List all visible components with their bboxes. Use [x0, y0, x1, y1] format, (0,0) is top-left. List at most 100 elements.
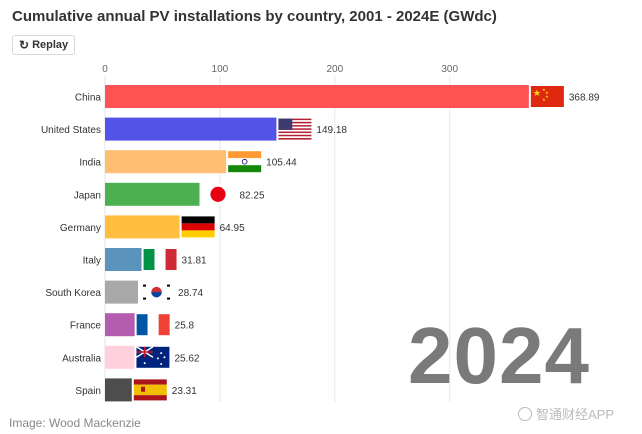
- category-label: India: [79, 158, 101, 169]
- value-label: 149.18: [316, 125, 347, 136]
- flag-stripe: [228, 158, 262, 166]
- south-korea-flag-icon: [140, 281, 174, 303]
- bar-india: [105, 150, 227, 174]
- value-label: 64.95: [220, 223, 245, 234]
- france-flag-icon: [136, 314, 170, 336]
- flag-star: [143, 362, 146, 365]
- flag-star: [160, 363, 163, 366]
- spain-flag-icon: [133, 379, 167, 401]
- bar-japan: [105, 182, 200, 206]
- flag-star: [156, 357, 159, 360]
- bar-germany: [105, 215, 180, 239]
- flag-stripe: [181, 216, 215, 224]
- bar-australia: [105, 345, 135, 369]
- flag-stripe: [278, 137, 312, 140]
- bar-italy: [105, 248, 142, 271]
- category-label: France: [70, 321, 102, 332]
- year-overlay: 2024: [408, 311, 590, 400]
- flag-star: [160, 352, 163, 355]
- x-tick-label: 200: [326, 64, 343, 75]
- flag-star: ★: [542, 97, 546, 102]
- flag-star: [163, 356, 166, 359]
- flag-stripe: [133, 384, 167, 396]
- replay-label: Replay: [32, 39, 69, 51]
- flag-trigram: [167, 284, 171, 287]
- flag-stripe: [181, 223, 215, 231]
- india-flag-icon: [228, 151, 262, 173]
- category-label: Japan: [74, 190, 101, 201]
- flag-stripe: [278, 134, 312, 137]
- bar-spain: [105, 378, 132, 402]
- category-label: South Korea: [45, 288, 101, 299]
- value-label: 28.74: [178, 288, 203, 299]
- flag-stripe: [278, 136, 312, 138]
- flag-canton: [278, 118, 293, 130]
- chart-title: Cumulative annual PV installations by co…: [12, 8, 497, 25]
- bar-china: [105, 85, 529, 108]
- flag-stripe: [158, 314, 170, 336]
- flag-stripe: [136, 314, 148, 336]
- germany-flag-icon: [181, 216, 215, 238]
- replay-icon: ↻: [19, 38, 30, 52]
- value-label: 25.62: [174, 353, 199, 364]
- x-tick-label: 100: [212, 64, 229, 75]
- flag-star: ★: [545, 90, 549, 95]
- flag-star: ★: [545, 94, 549, 99]
- category-label: Germany: [60, 223, 101, 234]
- x-tick-label: 0: [102, 64, 108, 75]
- flag-stripe: [278, 120, 312, 122]
- category-label: Italy: [83, 256, 101, 267]
- flag-stripe: [133, 395, 167, 401]
- category-label: Spain: [75, 386, 101, 397]
- flag-stripe: [278, 121, 312, 124]
- replay-button[interactable]: ↻ Replay: [12, 35, 76, 55]
- bar-france: [105, 313, 135, 337]
- flag-stripe: [278, 126, 312, 129]
- value-label: 105.44: [266, 158, 297, 169]
- italy-flag-icon: [143, 249, 177, 270]
- flag-taegeuk: [151, 292, 162, 298]
- china-flag-icon: ★ ★★★★: [530, 86, 564, 107]
- value-label: 368.89: [569, 93, 600, 104]
- australia-flag-icon: [136, 346, 170, 368]
- value-label: 23.31: [172, 386, 197, 397]
- watermark: 智通财经APP: [518, 404, 614, 423]
- category-label: United States: [41, 125, 101, 136]
- x-tick-label: 300: [441, 64, 458, 75]
- flag-stripe: [165, 249, 177, 270]
- flag-emblem: [141, 386, 146, 392]
- flag-stripe: [278, 118, 312, 121]
- flag-stripe: [147, 314, 159, 336]
- flag-stripe: [133, 379, 167, 385]
- flag-chakra: [241, 158, 248, 165]
- value-label: 31.81: [182, 256, 207, 267]
- bar-united-states: [105, 117, 277, 141]
- flag-stripe: [228, 165, 262, 173]
- value-label: 82.25: [240, 190, 265, 201]
- flag-stripe: [278, 125, 312, 127]
- flag-stripe: [154, 249, 166, 270]
- category-label: China: [75, 93, 102, 104]
- flag-stripe: [278, 129, 312, 132]
- flag-trigram: [167, 297, 171, 300]
- flag-stripe: [278, 128, 312, 130]
- image-credit: Image: Wood Mackenzie: [9, 416, 141, 430]
- japan-flag-icon: [201, 183, 235, 205]
- flag-stripe: [181, 230, 215, 238]
- usa-flag-icon: [278, 118, 312, 140]
- flag-trigram: [143, 297, 147, 300]
- watermark-text: 智通财经APP: [536, 407, 615, 422]
- flag-stripe: [228, 151, 262, 159]
- value-label: 25.8: [175, 321, 195, 332]
- flag-stripe: [143, 249, 155, 270]
- bar-south-korea: [105, 280, 139, 304]
- flag-stripe: [278, 133, 312, 135]
- flag-trigram: [143, 284, 147, 287]
- flag-disc: [210, 186, 226, 202]
- flag-star: ★: [533, 89, 541, 99]
- watermark-logo-icon: [518, 406, 532, 421]
- flag-stripe: [278, 123, 312, 126]
- flag-star: ★: [542, 87, 546, 92]
- flag-stripe: [278, 131, 312, 134]
